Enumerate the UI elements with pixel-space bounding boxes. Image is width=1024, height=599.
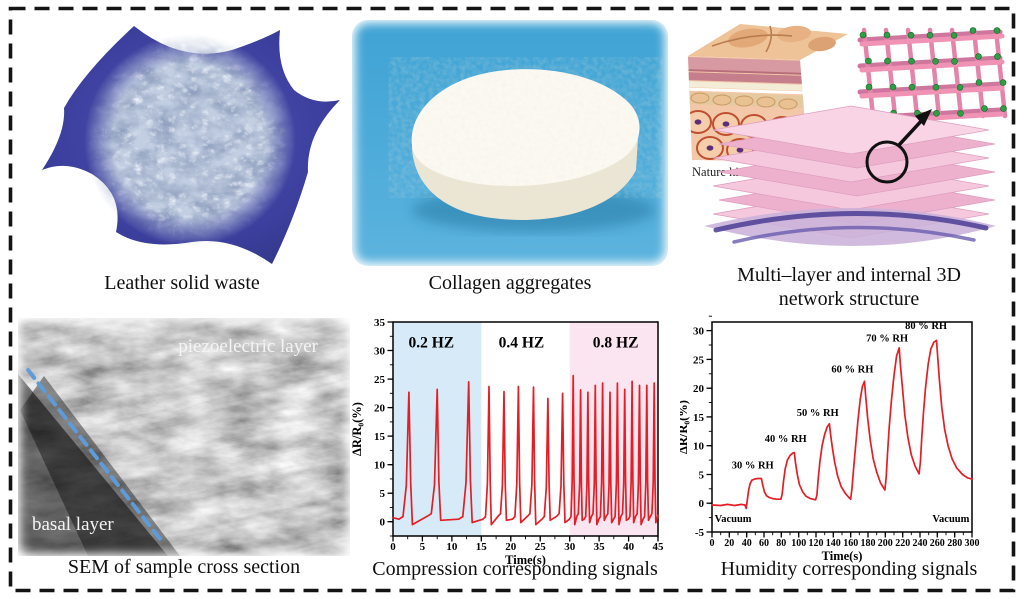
svg-text:0: 0 bbox=[390, 541, 396, 553]
leather-fiber-texture bbox=[80, 30, 302, 252]
collagen-caption: Collagen aggregates bbox=[428, 272, 592, 294]
sem-image: piezoelectric layer basal layer bbox=[18, 318, 350, 556]
leather-caption: Leather solid waste bbox=[104, 272, 260, 294]
piezoelectric-layer-label: piezoelectric layer bbox=[178, 336, 318, 357]
svg-text:ΔR/R₀(%): ΔR/R₀(%) bbox=[680, 400, 690, 454]
svg-text:10: 10 bbox=[693, 441, 705, 453]
svg-text:20: 20 bbox=[724, 538, 734, 549]
svg-text:0: 0 bbox=[380, 517, 386, 529]
svg-text:70 % RH: 70 % RH bbox=[866, 334, 908, 345]
svg-text:10: 10 bbox=[446, 541, 458, 553]
leather-illustration bbox=[42, 26, 340, 264]
compression-caption: Compression corresponding signals bbox=[372, 558, 658, 580]
magnifier-arrow-line bbox=[897, 116, 926, 147]
magnifier-circle bbox=[865, 140, 909, 184]
svg-text:30 % RH: 30 % RH bbox=[732, 461, 774, 472]
svg-text:15: 15 bbox=[374, 431, 386, 443]
svg-text:0: 0 bbox=[699, 498, 705, 510]
svg-text:220: 220 bbox=[895, 538, 910, 549]
svg-text:45: 45 bbox=[653, 541, 665, 553]
svg-text:Time(s): Time(s) bbox=[822, 549, 863, 563]
svg-text:35: 35 bbox=[594, 541, 606, 553]
svg-text:10: 10 bbox=[374, 460, 386, 472]
svg-text:-5: -5 bbox=[695, 527, 705, 539]
humidity-chart: 0 20 40 60 80 100 120 140 160 180 200 220 240 260 280 3… bbox=[680, 315, 980, 563]
svg-text:5: 5 bbox=[380, 488, 386, 500]
svg-text:15: 15 bbox=[693, 412, 705, 424]
layer-boundary-dashed-line bbox=[26, 368, 166, 546]
svg-text:80 % RH: 80 % RH bbox=[905, 321, 947, 332]
svg-text:25: 25 bbox=[374, 374, 386, 386]
svg-text:100: 100 bbox=[791, 538, 806, 549]
svg-text:140: 140 bbox=[826, 538, 841, 549]
svg-text:280: 280 bbox=[947, 538, 962, 549]
svg-text:0.2 HZ: 0.2 HZ bbox=[408, 335, 454, 352]
collagen-photo bbox=[352, 20, 668, 266]
svg-text:240: 240 bbox=[913, 538, 928, 549]
svg-text:160: 160 bbox=[843, 538, 858, 549]
svg-text:200: 200 bbox=[878, 538, 893, 549]
network-caption-line2: network structure bbox=[778, 288, 920, 310]
svg-text:5: 5 bbox=[420, 541, 426, 553]
svg-text:180: 180 bbox=[861, 538, 876, 549]
skin-network-illustration: Nature hierarchical skin bbox=[688, 24, 1008, 246]
svg-text:80: 80 bbox=[776, 538, 786, 549]
foam-texture bbox=[411, 69, 640, 186]
svg-text:0.4 HZ: 0.4 HZ bbox=[499, 335, 545, 352]
svg-text:25: 25 bbox=[693, 354, 705, 366]
magnifier-arrowhead bbox=[915, 109, 932, 126]
svg-text:0.8 HZ: 0.8 HZ bbox=[593, 335, 639, 352]
svg-text:30: 30 bbox=[374, 346, 386, 358]
svg-text:60 % RH: 60 % RH bbox=[831, 365, 873, 376]
sem-dark-gap bbox=[18, 374, 168, 556]
svg-text:40 % RH: 40 % RH bbox=[765, 434, 807, 445]
svg-text:20: 20 bbox=[693, 383, 705, 395]
svg-text:35: 35 bbox=[374, 317, 386, 329]
svg-text:Vacuum: Vacuum bbox=[715, 514, 752, 525]
svg-text:0: 0 bbox=[710, 538, 715, 549]
compression-chart: 0 5 10 15 20 25 30 35 40 45 0 5 10 15 20 25 30 35 0.2 HZ 0.… bbox=[350, 317, 664, 567]
svg-text:40: 40 bbox=[623, 541, 635, 553]
chart-content: 0 20 40 60 80 100 120 140 160 180 200 220 240 260 280 3… bbox=[680, 315, 980, 563]
svg-text:Time(s): Time(s) bbox=[505, 553, 546, 567]
svg-text:50 % RH: 50 % RH bbox=[797, 408, 839, 419]
svg-text:40: 40 bbox=[742, 538, 752, 549]
svg-text:ΔR/R₀(%): ΔR/R₀(%) bbox=[350, 402, 364, 456]
humidity-caption: Humidity corresponding signals bbox=[720, 558, 978, 580]
svg-text:25: 25 bbox=[535, 541, 547, 553]
network-caption-line1: Multi–layer and internal 3D bbox=[737, 264, 961, 286]
svg-text:Vacuum: Vacuum bbox=[932, 514, 969, 525]
svg-text:260: 260 bbox=[930, 538, 945, 549]
svg-text:30: 30 bbox=[564, 541, 576, 553]
chart-content: 0 5 10 15 20 25 30 35 40 45 0 5 10 15 20 25 30 35 0.2 HZ 0.… bbox=[350, 317, 664, 567]
substrate bbox=[704, 208, 996, 246]
svg-text:30: 30 bbox=[693, 326, 705, 338]
svg-text:300: 300 bbox=[965, 538, 980, 549]
network-lattice bbox=[857, 27, 1008, 125]
svg-text:60: 60 bbox=[759, 538, 769, 549]
svg-text:20: 20 bbox=[374, 403, 386, 415]
svg-text:120: 120 bbox=[809, 538, 824, 549]
basal-layer-label: basal layer bbox=[32, 514, 114, 535]
svg-text:20: 20 bbox=[505, 541, 517, 553]
svg-text:15: 15 bbox=[476, 541, 488, 553]
svg-text:5: 5 bbox=[699, 470, 705, 482]
sem-caption: SEM of sample cross section bbox=[67, 556, 301, 578]
